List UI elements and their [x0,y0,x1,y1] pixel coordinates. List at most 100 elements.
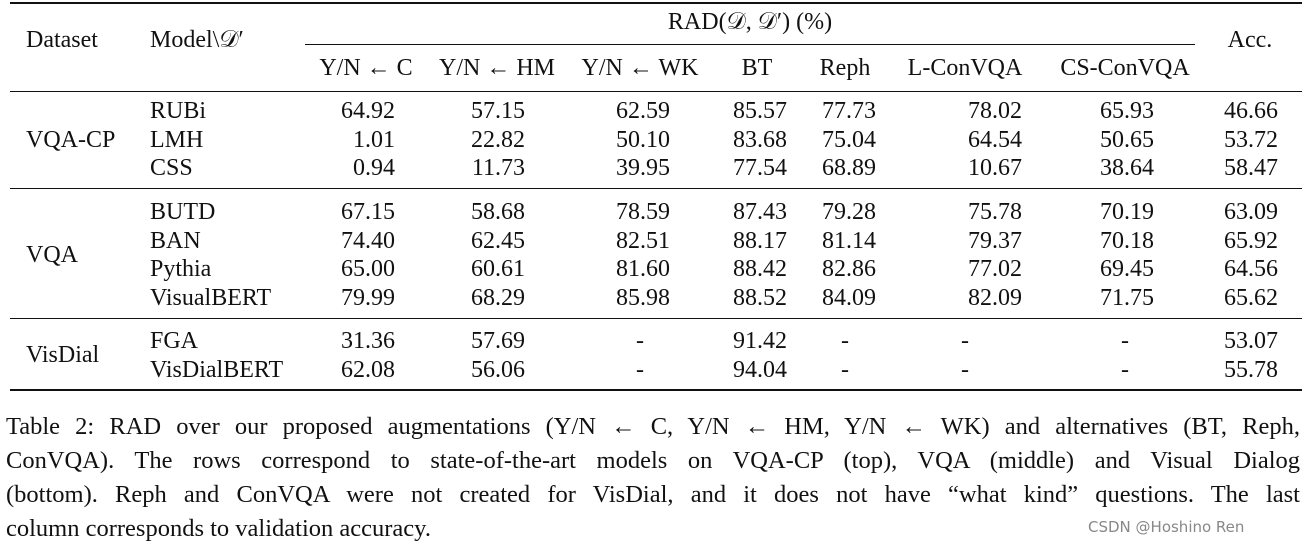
value-cell: - [1121,328,1129,354]
model-cell: LMH [150,126,204,153]
value-cell: 62.45 [471,227,525,254]
value-cell: 88.17 [733,227,787,254]
accuracy-cell: 64.56 [1224,256,1278,283]
value-cell: 65.93 [1100,98,1154,124]
accuracy-cell: 63.09 [1224,199,1278,225]
top-rule [10,2,1302,4]
dataset-cell: VQA-CP [26,126,116,153]
value-cell: 65.00 [341,256,395,283]
value-cell: 75.04 [822,126,876,153]
model-cell: BAN [150,227,201,254]
value-cell: 62.59 [616,98,670,124]
header-cell: Y/N ← HM [438,55,555,81]
value-cell: 22.82 [471,126,525,153]
value-cell: 50.10 [616,126,670,153]
section-rule [10,318,1302,319]
header-cell: Reph [819,55,871,81]
caption-line: (bottom). Reph and ConVQA were not creat… [6,481,1300,508]
caption-line: Table 2: RAD over our proposed augmentat… [6,413,1300,440]
value-cell: - [841,328,849,354]
value-cell: 83.68 [733,126,787,153]
value-cell: 94.04 [733,356,787,383]
header-rule [10,91,1302,92]
value-cell: 69.45 [1100,256,1154,283]
value-cell: 50.65 [1100,126,1154,153]
header-cell: Y/N ← C [319,55,413,81]
value-cell: 81.14 [822,227,876,254]
section-rule [10,188,1302,189]
value-cell: 10.67 [968,155,1022,182]
value-cell: 77.02 [968,256,1022,283]
value-cell: 82.09 [968,285,1022,312]
accuracy-cell: 65.92 [1224,227,1278,254]
model-cell: FGA [150,328,199,354]
value-cell: 11.73 [471,155,525,182]
value-cell: 68.29 [471,285,525,312]
value-cell: - [1121,356,1129,383]
watermark: CSDN @Hoshino Ren [1088,518,1245,536]
header-cell: Acc. [1227,27,1273,53]
value-cell: 64.92 [341,98,395,124]
value-cell: 60.61 [471,256,525,283]
header-cell: Y/N ← WK [581,55,699,81]
value-cell: - [841,356,849,383]
value-cell: 91.42 [733,328,787,354]
value-cell: 57.15 [471,98,525,124]
value-cell: 62.08 [341,356,395,383]
value-cell: 64.54 [968,126,1022,153]
value-cell: 68.89 [822,155,876,182]
model-cell: RUBi [150,98,207,124]
value-cell: 79.28 [822,199,876,225]
header-cell: CS-ConVQA [1060,55,1190,81]
bottom-rule [10,389,1302,391]
value-cell: 75.78 [968,199,1022,225]
value-cell: 31.36 [341,328,395,354]
header-cell: BT [741,55,773,81]
value-cell: 39.95 [616,155,670,182]
value-cell: 85.57 [733,98,787,124]
value-cell: 38.64 [1100,155,1154,182]
value-cell: 81.60 [616,256,670,283]
value-cell: 70.18 [1100,227,1154,254]
value-cell: 88.52 [733,285,787,312]
model-cell: CSS [150,155,193,182]
value-cell: 67.15 [341,199,395,225]
header-cell: L-ConVQA [907,55,1023,81]
group-rule [305,44,1195,45]
value-cell: 1.01 [353,126,395,153]
value-cell: 71.75 [1100,285,1154,312]
value-cell: 87.43 [733,199,787,225]
value-cell: 82.86 [822,256,876,283]
value-cell: 78.02 [968,98,1022,124]
value-cell: - [636,328,644,354]
value-cell: 79.37 [968,227,1022,254]
value-cell: 82.51 [616,227,670,254]
value-cell: 79.99 [341,285,395,312]
value-cell: 88.42 [733,256,787,283]
value-cell: 77.54 [733,155,787,182]
accuracy-cell: 55.78 [1224,356,1278,383]
model-cell: BUTD [150,199,216,225]
value-cell: 57.69 [471,328,525,354]
value-cell: 78.59 [616,199,670,225]
model-cell: VisDialBERT [150,356,284,383]
accuracy-cell: 65.62 [1224,285,1278,312]
value-cell: 74.40 [341,227,395,254]
accuracy-cell: 58.47 [1224,155,1278,182]
value-cell: 77.73 [822,98,876,124]
caption-line: column corresponds to validation accurac… [6,515,431,542]
value-cell: - [961,356,969,383]
accuracy-cell: 53.72 [1224,126,1278,153]
dataset-cell: VisDial [26,342,100,369]
value-cell: - [636,356,644,383]
dataset-cell: VQA [26,242,78,269]
header-cell: RAD(𝒟, 𝒟′) (%) [667,9,833,35]
caption-line: ConVQA). The rows correspond to state-of… [6,447,1300,474]
value-cell: 84.09 [822,285,876,312]
model-cell: Pythia [150,256,212,283]
accuracy-cell: 53.07 [1224,328,1278,354]
value-cell: - [961,328,969,354]
header-cell: Dataset [26,27,98,53]
value-cell: 70.19 [1100,199,1154,225]
